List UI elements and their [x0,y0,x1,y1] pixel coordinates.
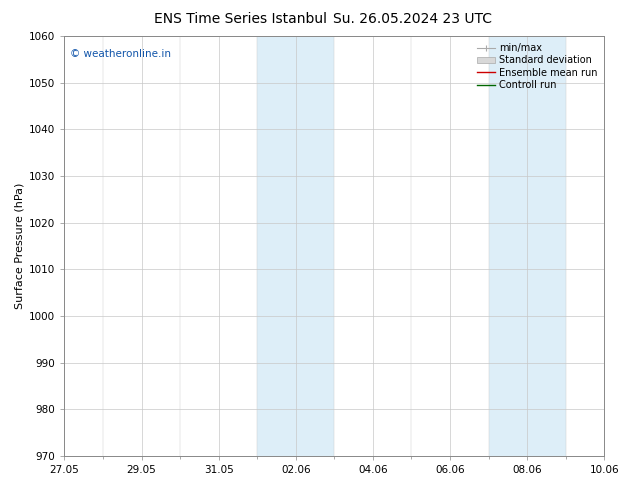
Text: Su. 26.05.2024 23 UTC: Su. 26.05.2024 23 UTC [333,12,491,26]
Text: © weatheronline.in: © weatheronline.in [70,49,171,59]
Bar [257,36,334,456]
Text: ENS Time Series Istanbul: ENS Time Series Istanbul [155,12,327,26]
Bar [489,36,566,456]
Legend: min/max, Standard deviation, Ensemble mean run, Controll run: min/max, Standard deviation, Ensemble me… [475,40,600,93]
Y-axis label: Surface Pressure (hPa): Surface Pressure (hPa) [15,183,25,309]
